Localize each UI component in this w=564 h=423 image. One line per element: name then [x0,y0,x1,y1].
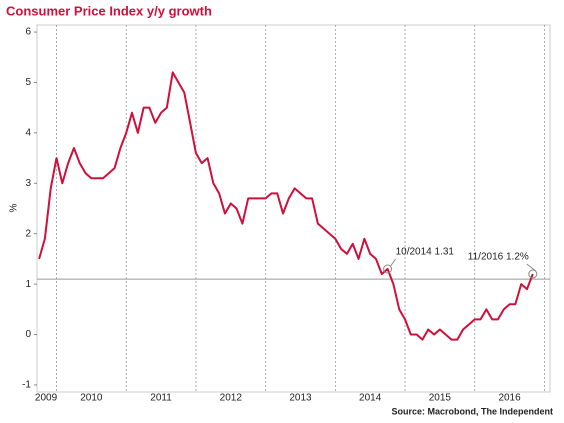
line [38,71,534,341]
x-tick-label: 2013 [289,393,312,404]
y-tick-label: 3 [25,178,31,189]
y-tick-label: 6 [25,27,31,38]
source: Source: Macrobond, The Independent [391,406,553,416]
annotation: 11/2016 1.2% [468,252,529,263]
x-tick-label: 2016 [498,393,521,404]
y-tick-label: 1 [25,279,31,290]
plot-frame [36,24,551,393]
annotation: 10/2014 1.31 [396,247,455,258]
annotation-leader [526,263,537,272]
x-tick-label: 2012 [220,393,243,404]
y-tick-label: 0 [25,329,31,340]
y-tick-label: 2 [25,228,31,239]
y-tick-label: -1 [22,380,31,391]
x-tick-label: 2014 [359,393,382,404]
chart-title: Consumer Price Index y/y growth [6,3,212,18]
y-axis-label: % [9,203,20,212]
annotation-leader [390,258,397,267]
x-tick-label: 2009 [35,393,58,404]
annotation-marker [383,264,393,274]
annotation-marker [528,269,538,279]
y-tick-label: 5 [25,77,31,88]
x-tick-label: 2010 [80,393,103,404]
x-tick-label: 2011 [150,393,172,404]
y-tick-label: 4 [25,128,31,139]
x-tick-label: 2015 [429,393,452,404]
